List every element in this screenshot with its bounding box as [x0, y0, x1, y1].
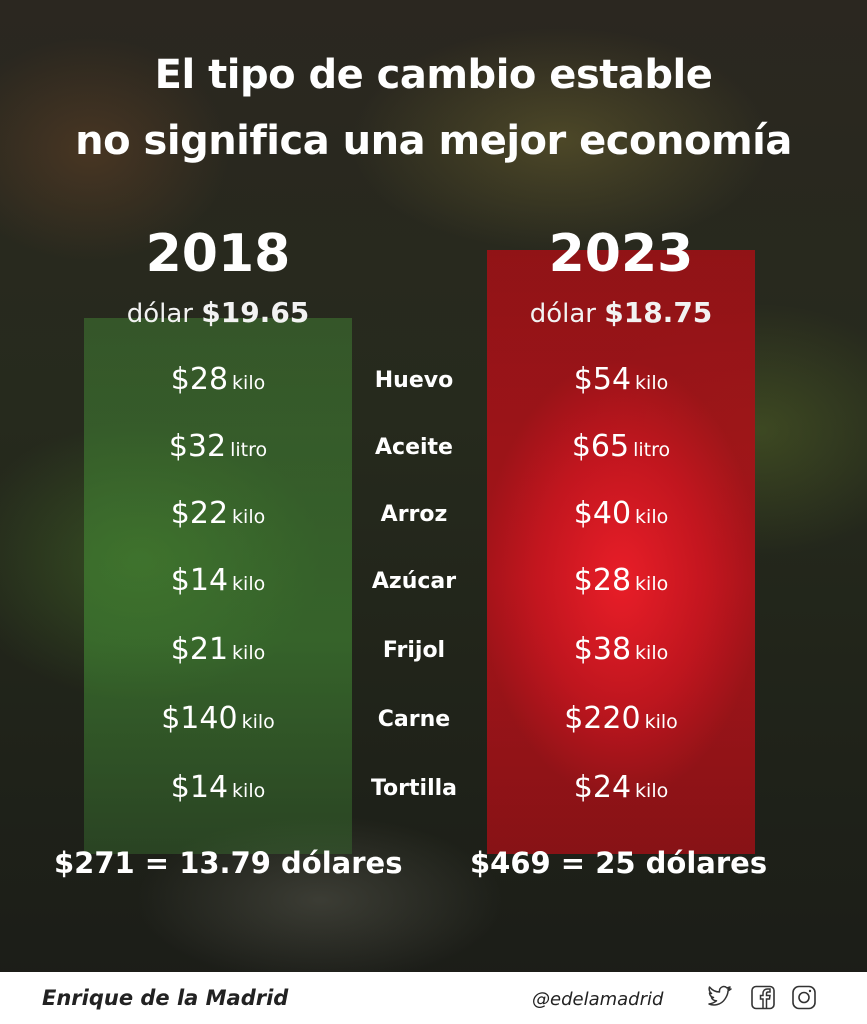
- dollar-rate-2018: dólar $19.65: [68, 296, 368, 329]
- price-row: $21 kilo Frijol $38 kilo: [0, 632, 867, 682]
- title-line-2: no significa una mejor economía: [75, 118, 792, 164]
- year-2023: 2023: [548, 224, 694, 284]
- dollar-value: $18.75: [604, 296, 713, 329]
- price-2018: $21 kilo: [170, 632, 266, 667]
- price-2018: $28 kilo: [170, 362, 266, 397]
- item-name: Carne: [377, 707, 451, 732]
- price-2023: $220 kilo: [564, 701, 678, 736]
- price-row: $140 kilo Carne $220 kilo: [0, 701, 867, 751]
- price-row: $28 kilo Huevo $54 kilo: [0, 362, 867, 412]
- price-2023: $24 kilo: [573, 770, 669, 805]
- price-row: $22 kilo Arroz $40 kilo: [0, 496, 867, 546]
- footer-bar: Enrique de la Madrid @edelamadrid: [0, 972, 867, 1024]
- item-name: Azúcar: [371, 569, 457, 594]
- item-name: Tortilla: [370, 776, 458, 801]
- facebook-icon[interactable]: [749, 985, 777, 1011]
- price-2023: $65 litro: [571, 429, 671, 464]
- price-row: $32 litro Aceite $65 litro: [0, 429, 867, 479]
- total-2018: $271 = 13.79 dólares: [54, 846, 403, 880]
- price-row: $14 kilo Azúcar $28 kilo: [0, 563, 867, 613]
- title-line-1: El tipo de cambio estable: [154, 52, 713, 98]
- year-2018: 2018: [145, 224, 291, 284]
- column-2023-band: [487, 250, 755, 854]
- social-handle[interactable]: @edelamadrid: [532, 989, 664, 1010]
- author-name: Enrique de la Madrid: [42, 986, 289, 1010]
- dollar-label: dólar: [126, 299, 193, 329]
- price-2018: $22 kilo: [170, 496, 266, 531]
- instagram-icon[interactable]: [790, 985, 818, 1011]
- column-2018-band: [84, 318, 352, 854]
- price-2023: $54 kilo: [573, 362, 669, 397]
- twitter-icon[interactable]: [706, 985, 734, 1011]
- total-2023: $469 = 25 dólares: [470, 846, 768, 880]
- price-2018: $14 kilo: [170, 770, 266, 805]
- price-2023: $40 kilo: [573, 496, 669, 531]
- price-2018: $140 kilo: [161, 701, 275, 736]
- dollar-label: dólar: [529, 299, 596, 329]
- price-2023: $38 kilo: [573, 632, 669, 667]
- price-2018: $14 kilo: [170, 563, 266, 598]
- price-2018: $32 litro: [168, 429, 268, 464]
- dollar-rate-2023: dólar $18.75: [471, 296, 771, 329]
- item-name: Frijol: [382, 638, 446, 663]
- price-2023: $28 kilo: [573, 563, 669, 598]
- item-name: Huevo: [374, 368, 454, 393]
- price-row: $14 kilo Tortilla $24 kilo: [0, 770, 867, 820]
- dollar-value: $19.65: [201, 296, 310, 329]
- item-name: Aceite: [375, 435, 453, 460]
- item-name: Arroz: [380, 502, 448, 527]
